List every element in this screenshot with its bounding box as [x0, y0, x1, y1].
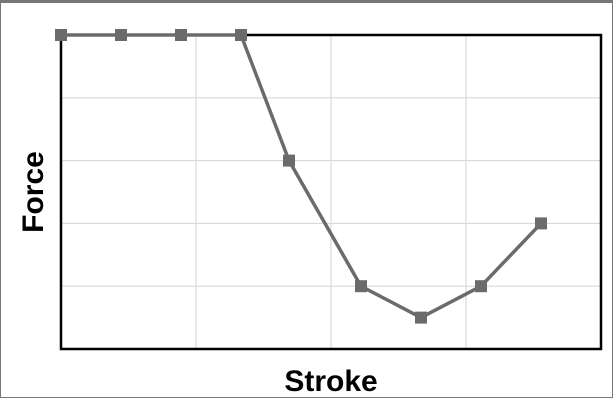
data-point-marker — [283, 154, 295, 167]
data-point-marker — [115, 29, 127, 41]
grid-layer — [61, 35, 601, 349]
data-point-marker — [415, 311, 427, 324]
data-point-marker — [355, 280, 367, 293]
chart-svg: Force Stroke — [17, 29, 603, 398]
data-point-marker — [55, 29, 67, 41]
y-axis-title: Force — [17, 151, 50, 233]
data-point-marker — [175, 29, 187, 41]
series-layer — [55, 29, 547, 324]
series-line — [61, 33, 543, 320]
plot-area — [59, 33, 603, 351]
data-point-marker — [475, 280, 487, 293]
data-point-marker — [535, 217, 547, 230]
x-axis-title: Stroke — [284, 365, 377, 398]
data-point-marker — [235, 29, 247, 41]
